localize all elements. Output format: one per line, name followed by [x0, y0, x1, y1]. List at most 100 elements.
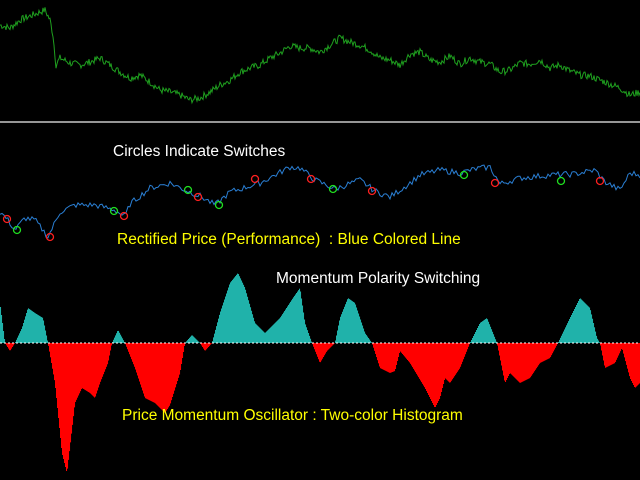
- histogram-bar: [474, 334, 476, 343]
- histogram-bar: [98, 343, 100, 388]
- histogram-bar: [554, 343, 556, 350]
- histogram-bar: [571, 315, 573, 343]
- histogram-bar: [377, 343, 379, 361]
- histogram-bar: [431, 343, 433, 401]
- histogram-bar: [494, 336, 496, 343]
- histogram-bar: [598, 340, 600, 343]
- histogram-bar: [546, 343, 548, 360]
- histogram-bar: [411, 343, 413, 366]
- histogram-bar: [535, 343, 537, 370]
- histogram-bar: [543, 343, 545, 362]
- histogram-bar: [480, 322, 482, 343]
- histogram-bar: [37, 314, 39, 343]
- histogram-bar: [28, 308, 30, 343]
- histogram-bar: [166, 343, 168, 411]
- histogram-bar: [295, 294, 297, 343]
- histogram-bar: [211, 343, 213, 344]
- histogram-bar: [485, 319, 487, 343]
- histogram-bar: [330, 343, 332, 348]
- histogram-bar: [14, 343, 16, 344]
- histogram-bar: [261, 329, 263, 343]
- histogram-bar: [388, 343, 390, 373]
- histogram-bar: [48, 343, 50, 346]
- histogram-bar: [119, 332, 121, 343]
- histogram-bar: [85, 343, 87, 391]
- histogram-bar: [559, 339, 561, 343]
- histogram-bar: [179, 343, 181, 375]
- histogram-bar: [42, 317, 44, 343]
- histogram-bar: [237, 273, 239, 343]
- histogram-bar: [502, 343, 504, 371]
- histogram-bar: [36, 313, 38, 343]
- histogram-bar: [393, 343, 395, 372]
- histogram-bar: [254, 321, 256, 343]
- histogram-bar: [151, 343, 153, 402]
- histogram-bar: [209, 343, 211, 346]
- histogram-bar: [112, 341, 114, 343]
- histogram-bar: [44, 325, 46, 343]
- histogram-bar: [49, 343, 51, 352]
- histogram-bar: [12, 343, 14, 347]
- histogram-bar: [203, 343, 205, 349]
- histogram-bar: [294, 295, 296, 343]
- histogram-bar: [356, 307, 358, 343]
- histogram-bar: [416, 343, 418, 374]
- histogram-bar: [146, 343, 148, 399]
- histogram-bar: [251, 310, 253, 343]
- histogram-bar: [125, 343, 127, 345]
- histogram-bar: [46, 335, 48, 343]
- histogram-bar: [186, 341, 188, 343]
- histogram-bar: [566, 325, 568, 343]
- switch-circle-up: [12, 225, 22, 235]
- histogram-bar: [372, 343, 374, 345]
- histogram-bar: [553, 343, 555, 352]
- histogram-bar: [25, 316, 27, 343]
- histogram-bar: [204, 343, 206, 351]
- histogram-bar: [22, 326, 24, 343]
- histogram-bar: [588, 306, 590, 343]
- histogram-bar: [495, 339, 497, 343]
- histogram-bar: [547, 343, 549, 360]
- histogram-bar: [91, 343, 93, 395]
- histogram-bar: [238, 274, 240, 343]
- histogram-bar: [3, 331, 5, 343]
- histogram-bar: [198, 341, 200, 343]
- histogram-bar: [232, 279, 234, 343]
- histogram-bar: [579, 299, 581, 343]
- histogram-bar: [637, 343, 639, 386]
- histogram-bar: [228, 287, 230, 343]
- histogram-bar: [104, 343, 106, 372]
- histogram-bar: [510, 343, 512, 374]
- histogram-bar: [188, 339, 190, 343]
- histogram-bar: [138, 343, 140, 379]
- histogram-bar: [476, 330, 478, 343]
- histogram-bar: [131, 343, 133, 360]
- histogram-bar: [153, 343, 155, 403]
- histogram-bar: [137, 343, 139, 376]
- histogram-bar: [343, 309, 345, 343]
- histogram-bar: [589, 307, 591, 343]
- histogram-bar: [214, 333, 216, 343]
- histogram-bar: [304, 319, 306, 343]
- histogram-bar: [1, 315, 3, 343]
- histogram-bar: [244, 286, 246, 343]
- histogram-bar: [71, 343, 73, 434]
- histogram-bar: [177, 343, 179, 381]
- histogram-bar: [92, 343, 94, 396]
- histogram-bar: [466, 343, 468, 352]
- histogram-bar: [94, 343, 96, 398]
- histogram-bar: [81, 343, 83, 390]
- histogram-bar: [194, 337, 196, 343]
- histogram-bar: [2, 323, 4, 343]
- histogram-bar: [300, 291, 302, 343]
- histogram-bar: [488, 321, 490, 343]
- histogram-bar: [225, 296, 227, 343]
- histogram-bar: [529, 343, 531, 379]
- histogram-bar: [164, 343, 166, 413]
- histogram-bar: [201, 343, 203, 346]
- histogram-bar: [233, 278, 235, 343]
- histogram-bar: [469, 343, 471, 345]
- histogram-bar: [465, 343, 467, 355]
- histogram-bar: [56, 343, 58, 398]
- histogram-bar: [267, 330, 269, 343]
